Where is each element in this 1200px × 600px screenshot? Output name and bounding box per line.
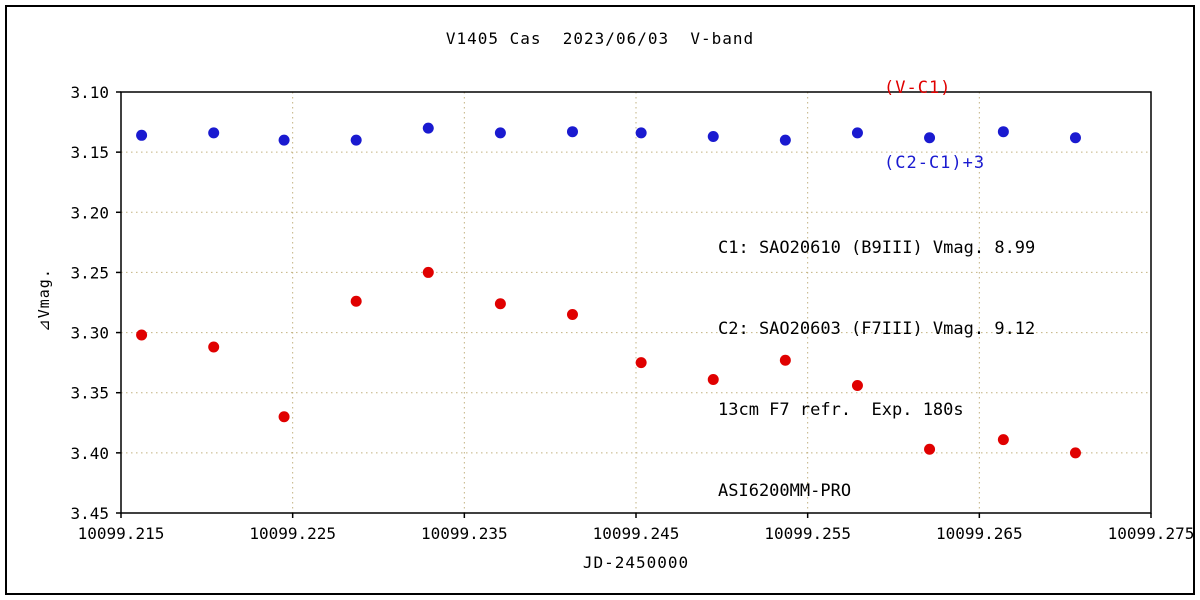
annotation-line-instrument: 13cm F7 refr. Exp. 180s xyxy=(718,400,964,420)
data-point-v-c1 xyxy=(350,295,362,307)
data-point-v-c1 xyxy=(924,443,936,455)
y-tick-label: 3.15 xyxy=(70,143,109,162)
annotation-line-c1: C1: SAO20610 (B9III) Vmag. 8.99 xyxy=(718,238,1036,258)
y-tick-label: 3.35 xyxy=(70,384,109,403)
annotation-block: C1: SAO20610 (B9III) Vmag. 8.99 C2: SAO2… xyxy=(718,181,1035,559)
x-tick-label: 10099.275 xyxy=(1108,524,1195,543)
data-point-c2-c1 xyxy=(278,134,290,146)
data-point-c2-c1 xyxy=(707,131,719,143)
x-axis-label: JD-2450000 xyxy=(582,553,690,572)
y-tick-label: 3.45 xyxy=(70,504,109,523)
x-tick-label: 10099.245 xyxy=(593,524,680,543)
y-tick-label: 3.30 xyxy=(70,324,109,343)
x-tick-label: 10099.255 xyxy=(764,524,851,543)
data-point-c2-c1 xyxy=(851,127,863,139)
y-tick-label: 3.10 xyxy=(70,83,109,102)
data-point-c2-c1 xyxy=(422,122,434,134)
data-point-c2-c1 xyxy=(566,126,578,138)
data-point-v-c1 xyxy=(422,266,434,278)
legend-entry-c2-c1: (C2-C1)+3 xyxy=(884,153,986,173)
x-tick-label: 10099.215 xyxy=(78,524,165,543)
data-point-c2-c1 xyxy=(779,134,791,146)
x-tick-label: 10099.225 xyxy=(249,524,336,543)
data-point-v-c1 xyxy=(1069,447,1081,459)
data-point-v-c1 xyxy=(494,298,506,310)
data-point-v-c1 xyxy=(707,373,719,385)
y-tick-label: 3.20 xyxy=(70,203,109,222)
legend-entry-v-c1: (V-C1) xyxy=(884,78,952,98)
y-axis-label: ⊿Vmag. xyxy=(35,268,53,332)
data-point-v-c1 xyxy=(278,411,290,423)
data-point-v-c1 xyxy=(997,434,1009,446)
data-point-c2-c1 xyxy=(136,129,148,141)
y-tick-label: 3.25 xyxy=(70,263,109,282)
x-tick-label: 10099.265 xyxy=(936,524,1023,543)
chart-title: V1405 Cas 2023/06/03 V-band xyxy=(445,29,755,48)
data-point-v-c1 xyxy=(208,341,220,353)
data-point-c2-c1 xyxy=(494,127,506,139)
data-point-v-c1 xyxy=(566,309,578,321)
annotation-line-c2: C2: SAO20603 (F7III) Vmag. 9.12 xyxy=(718,319,1036,339)
x-tick-label: 10099.235 xyxy=(421,524,508,543)
data-point-v-c1 xyxy=(779,354,791,366)
data-point-c2-c1 xyxy=(635,127,647,139)
data-point-v-c1 xyxy=(635,357,647,369)
data-point-c2-c1 xyxy=(208,127,220,139)
annotation-line-camera: ASI6200MM-PRO xyxy=(718,481,852,501)
data-point-v-c1 xyxy=(136,329,148,341)
y-tick-label: 3.40 xyxy=(70,444,109,463)
legend: (V-C1) (C2-C1)+3 xyxy=(884,26,985,226)
data-point-v-c1 xyxy=(851,379,863,391)
data-point-c2-c1 xyxy=(1069,132,1081,144)
data-point-c2-c1 xyxy=(924,132,936,144)
data-point-c2-c1 xyxy=(997,126,1009,138)
data-point-c2-c1 xyxy=(350,134,362,146)
